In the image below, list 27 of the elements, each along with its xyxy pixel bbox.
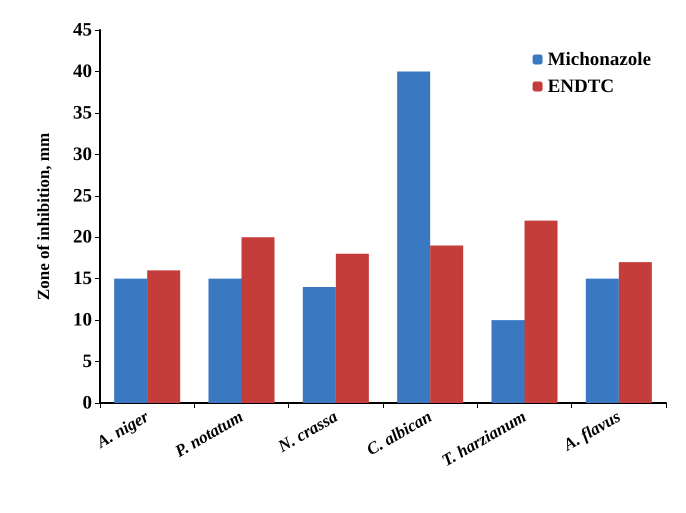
y-tick-label: 35 xyxy=(73,102,92,124)
bar xyxy=(524,220,558,403)
y-axis-title: Zone of inhibition, mm xyxy=(34,132,53,300)
bar xyxy=(430,246,464,403)
y-tick-label: 5 xyxy=(82,351,92,372)
bar xyxy=(208,278,242,403)
y-tick-label: 40 xyxy=(73,60,92,82)
y-tick-label: 15 xyxy=(73,268,92,290)
bar xyxy=(302,286,336,403)
bar xyxy=(336,254,369,403)
y-tick-label: 45 xyxy=(73,20,92,40)
y-tick-label: 30 xyxy=(73,144,92,165)
bar xyxy=(618,262,652,403)
y-tick-label: 20 xyxy=(73,226,92,248)
legend-label: Michonazole xyxy=(548,49,652,70)
bar xyxy=(397,71,430,403)
bar xyxy=(586,278,619,403)
x-tick-label: A. niger xyxy=(92,406,152,452)
y-tick-label: 10 xyxy=(73,310,92,331)
x-tick-label: N. crassa xyxy=(274,406,342,456)
y-tick-label: 0 xyxy=(82,392,92,414)
bar xyxy=(242,237,275,403)
bar xyxy=(114,278,148,403)
bar xyxy=(491,320,524,403)
legend-label: ENDTC xyxy=(548,76,614,97)
bar xyxy=(147,270,180,403)
y-tick-label: 25 xyxy=(73,185,92,206)
